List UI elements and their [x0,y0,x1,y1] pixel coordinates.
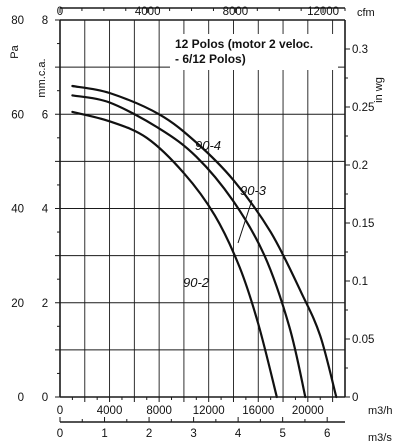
inwg-tick-label-3: 0.15 [352,218,374,230]
inwg-axis-label: in wg [373,77,385,103]
mmca-tick-label-3: 6 [42,109,48,121]
pa-tick-label-4: 80 [11,15,24,27]
pa-tick-label-0: 0 [18,392,24,404]
m3h-tick-label-5: 20000 [292,405,324,417]
cfm-tick-label-3: 12000 [307,6,339,18]
m3h-tick-label-0: 0 [57,405,63,417]
inwg-tick-label-6: 0.3 [352,44,368,56]
cfm-tick-label-1: 4000 [135,6,161,18]
m3s-tick-label-1: 1 [101,428,107,440]
pa-tick-label-3: 60 [11,109,24,121]
inwg-tick-label-1: 0.05 [352,334,374,346]
curve-label-90-4: 90-4 [195,138,221,153]
plot-frame [59,19,346,398]
mmca-tick-label-4: 8 [42,15,48,27]
pa-tick-label-2: 40 [11,204,24,216]
note-box-background [170,34,338,70]
pa-axis-label: Pa [9,44,21,58]
m3s-tick-label-6: 6 [324,428,330,440]
m3s-tick-label-5: 5 [279,428,285,440]
mmca-axis-label: mm.c.a. [36,58,48,97]
m3h-tick-label-3: 12000 [193,405,225,417]
m3h-tick-label-1: 4000 [97,405,123,417]
mmca-tick-label-2: 4 [42,204,49,216]
axes: 0 4000 8000 12000 cfm020406080Pa02468mm.c.a.… [9,6,392,444]
m3s-tick-label-2: 2 [146,428,152,440]
m3s-axis-label: m3/s [368,432,392,444]
m3h-axis-label: m3/h [368,405,392,417]
inwg-tick-label-4: 0.2 [352,160,368,172]
mmca-tick-label-0: 0 [42,392,48,404]
cfm-axis-label: cfm [357,7,375,19]
m3h-tick-label-4: 16000 [242,405,274,417]
m3s-tick-label-4: 4 [235,428,242,440]
curve-label-90-3: 90-3 [240,183,267,198]
cfm-tick-label-0: 0 [57,6,63,18]
mmca-tick-label-1: 2 [42,298,48,310]
inwg-tick-label-2: 0.1 [352,276,368,288]
curve-90-2 [71,110,278,399]
inwg-tick-label-0: 0 [352,392,358,404]
cfm-tick-label-2: 8000 [223,6,249,18]
fan-curves: 90-4 90-3 90-2 [71,84,338,399]
note-line-2: - 6/12 Polos) [175,52,246,66]
grid-lines [60,20,345,397]
m3s-tick-label-0: 0 [57,428,63,440]
curve-label-90-2: 90-2 [183,275,210,290]
m3h-tick-label-2: 8000 [146,405,172,417]
curve-90-4 [71,84,338,399]
note-line-1: 12 Polos (motor 2 veloc. [175,37,313,51]
pa-tick-label-1: 20 [11,298,24,310]
curve-label-leader-90-3 [237,199,253,244]
inwg-tick-label-5: 0.25 [352,102,374,114]
curve-90-3 [71,94,307,399]
m3s-tick-label-3: 3 [190,428,196,440]
